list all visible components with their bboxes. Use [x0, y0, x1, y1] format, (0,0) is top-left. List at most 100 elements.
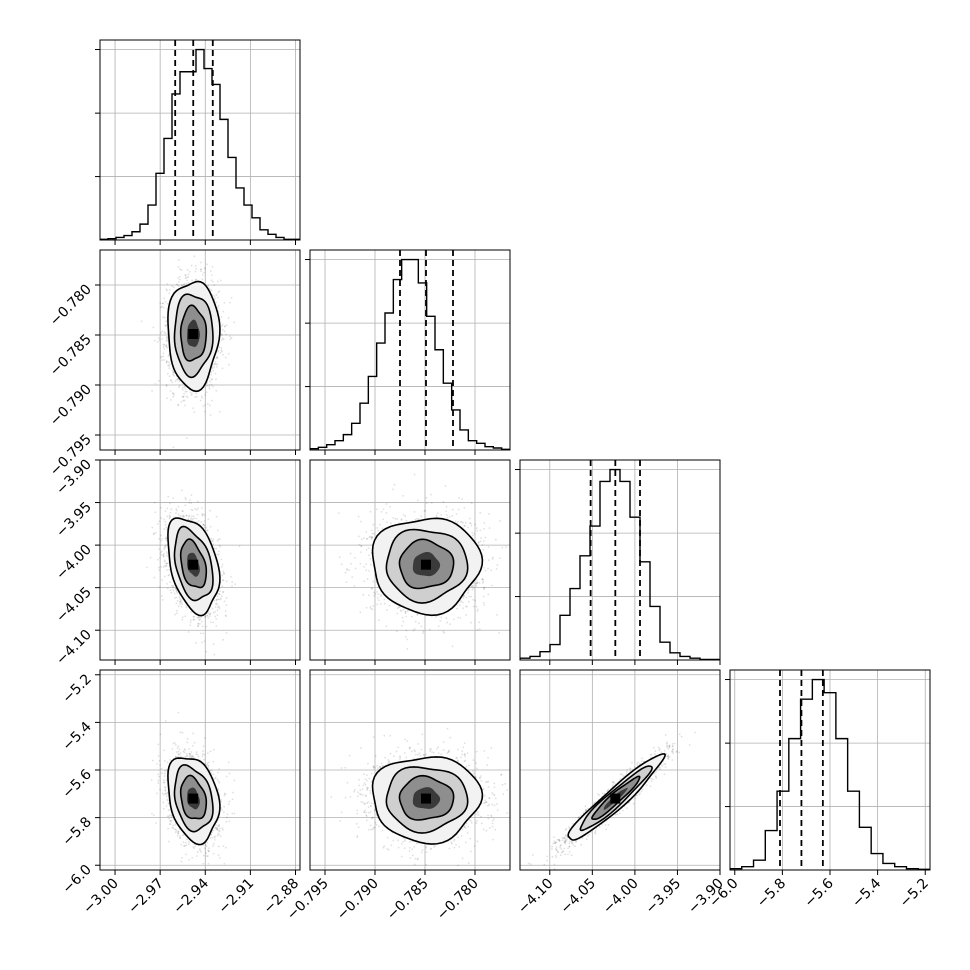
sample-point	[163, 343, 166, 346]
sample-point	[171, 285, 173, 287]
sample-point	[162, 306, 165, 309]
density-core	[188, 329, 199, 339]
sample-point	[181, 388, 184, 391]
sample-point	[182, 510, 184, 512]
sample-point	[188, 501, 191, 504]
sample-point	[208, 387, 211, 390]
density-contour	[179, 304, 208, 362]
sample-point	[185, 276, 188, 279]
sample-point	[365, 537, 368, 540]
sample-point	[187, 518, 190, 521]
sample-point	[168, 573, 171, 576]
sample-point	[212, 538, 215, 541]
sample-point	[164, 320, 167, 323]
sample-point	[158, 379, 160, 382]
sample-point	[160, 359, 163, 362]
sample-point	[192, 515, 195, 518]
scatter-layer	[140, 255, 236, 449]
sample-point	[163, 559, 166, 562]
sample-point	[211, 385, 214, 388]
sample-point	[212, 543, 215, 546]
sample-point	[199, 268, 202, 271]
sample-point	[200, 521, 203, 524]
sample-point	[153, 501, 156, 504]
sample-point	[164, 565, 167, 568]
sample-point	[173, 592, 176, 595]
sample-point	[194, 279, 197, 281]
sample-point	[215, 363, 217, 366]
sample-point	[224, 614, 227, 617]
sample-point	[212, 643, 215, 646]
sample-point	[196, 617, 199, 619]
sample-point	[164, 537, 167, 540]
sample-point	[217, 291, 220, 294]
sample-point	[171, 392, 174, 395]
sample-point	[164, 300, 167, 303]
sample-point	[165, 526, 168, 529]
sample-point	[168, 375, 171, 378]
sample-point	[219, 545, 222, 548]
sample-point	[157, 341, 159, 343]
sample-point	[200, 620, 203, 623]
sample-point	[215, 625, 218, 627]
sample-point	[164, 545, 167, 548]
sample-point	[190, 392, 193, 395]
sample-point	[206, 614, 209, 617]
sample-point	[194, 270, 197, 273]
sample-point	[198, 618, 201, 621]
sample-point	[218, 607, 221, 610]
sample-point	[187, 518, 190, 521]
sample-point	[217, 349, 220, 352]
sample-point	[229, 335, 231, 338]
sample-point	[177, 277, 179, 280]
sample-point	[216, 614, 219, 617]
sample-point	[202, 632, 205, 635]
sample-point	[200, 641, 203, 644]
sample-point	[212, 280, 214, 283]
sample-point	[213, 599, 216, 602]
sample-point	[163, 546, 166, 549]
sample-point	[185, 437, 188, 440]
sample-point	[172, 589, 175, 592]
sample-point	[184, 274, 187, 277]
sample-point	[208, 613, 211, 615]
sample-point	[214, 363, 216, 366]
sample-point	[216, 595, 219, 598]
y-tick-label: −4.00	[53, 542, 95, 584]
sample-point	[402, 620, 405, 623]
sample-point	[217, 304, 220, 307]
sample-point	[217, 538, 220, 541]
sample-point	[171, 584, 173, 587]
sample-point	[166, 582, 168, 585]
sample-point	[371, 536, 374, 539]
sample-point	[168, 367, 171, 370]
sample-point	[223, 572, 225, 575]
sample-point	[171, 381, 174, 384]
sample-point	[197, 623, 200, 625]
y-tick-label: −4.05	[53, 584, 95, 626]
sample-point	[212, 369, 215, 372]
sample-point	[210, 537, 213, 540]
sample-point	[164, 520, 167, 523]
sample-point	[163, 518, 165, 521]
sample-point	[178, 596, 181, 599]
sample-point	[206, 384, 208, 387]
sample-point	[218, 598, 220, 601]
sample-point	[222, 590, 225, 593]
sample-point	[206, 529, 209, 532]
sample-point	[219, 352, 222, 354]
sample-point	[165, 536, 168, 539]
sample-point	[166, 346, 169, 349]
sample-point	[188, 514, 191, 517]
sample-point	[430, 502, 433, 504]
sample-point	[215, 389, 218, 392]
sample-point	[372, 604, 375, 607]
sample-point	[218, 593, 221, 596]
sample-point	[204, 410, 206, 413]
sample-point	[203, 526, 206, 529]
sample-point	[205, 391, 208, 394]
sample-point	[182, 395, 185, 398]
sample-point	[225, 604, 228, 607]
sample-point	[168, 502, 171, 505]
sample-point	[177, 403, 179, 406]
